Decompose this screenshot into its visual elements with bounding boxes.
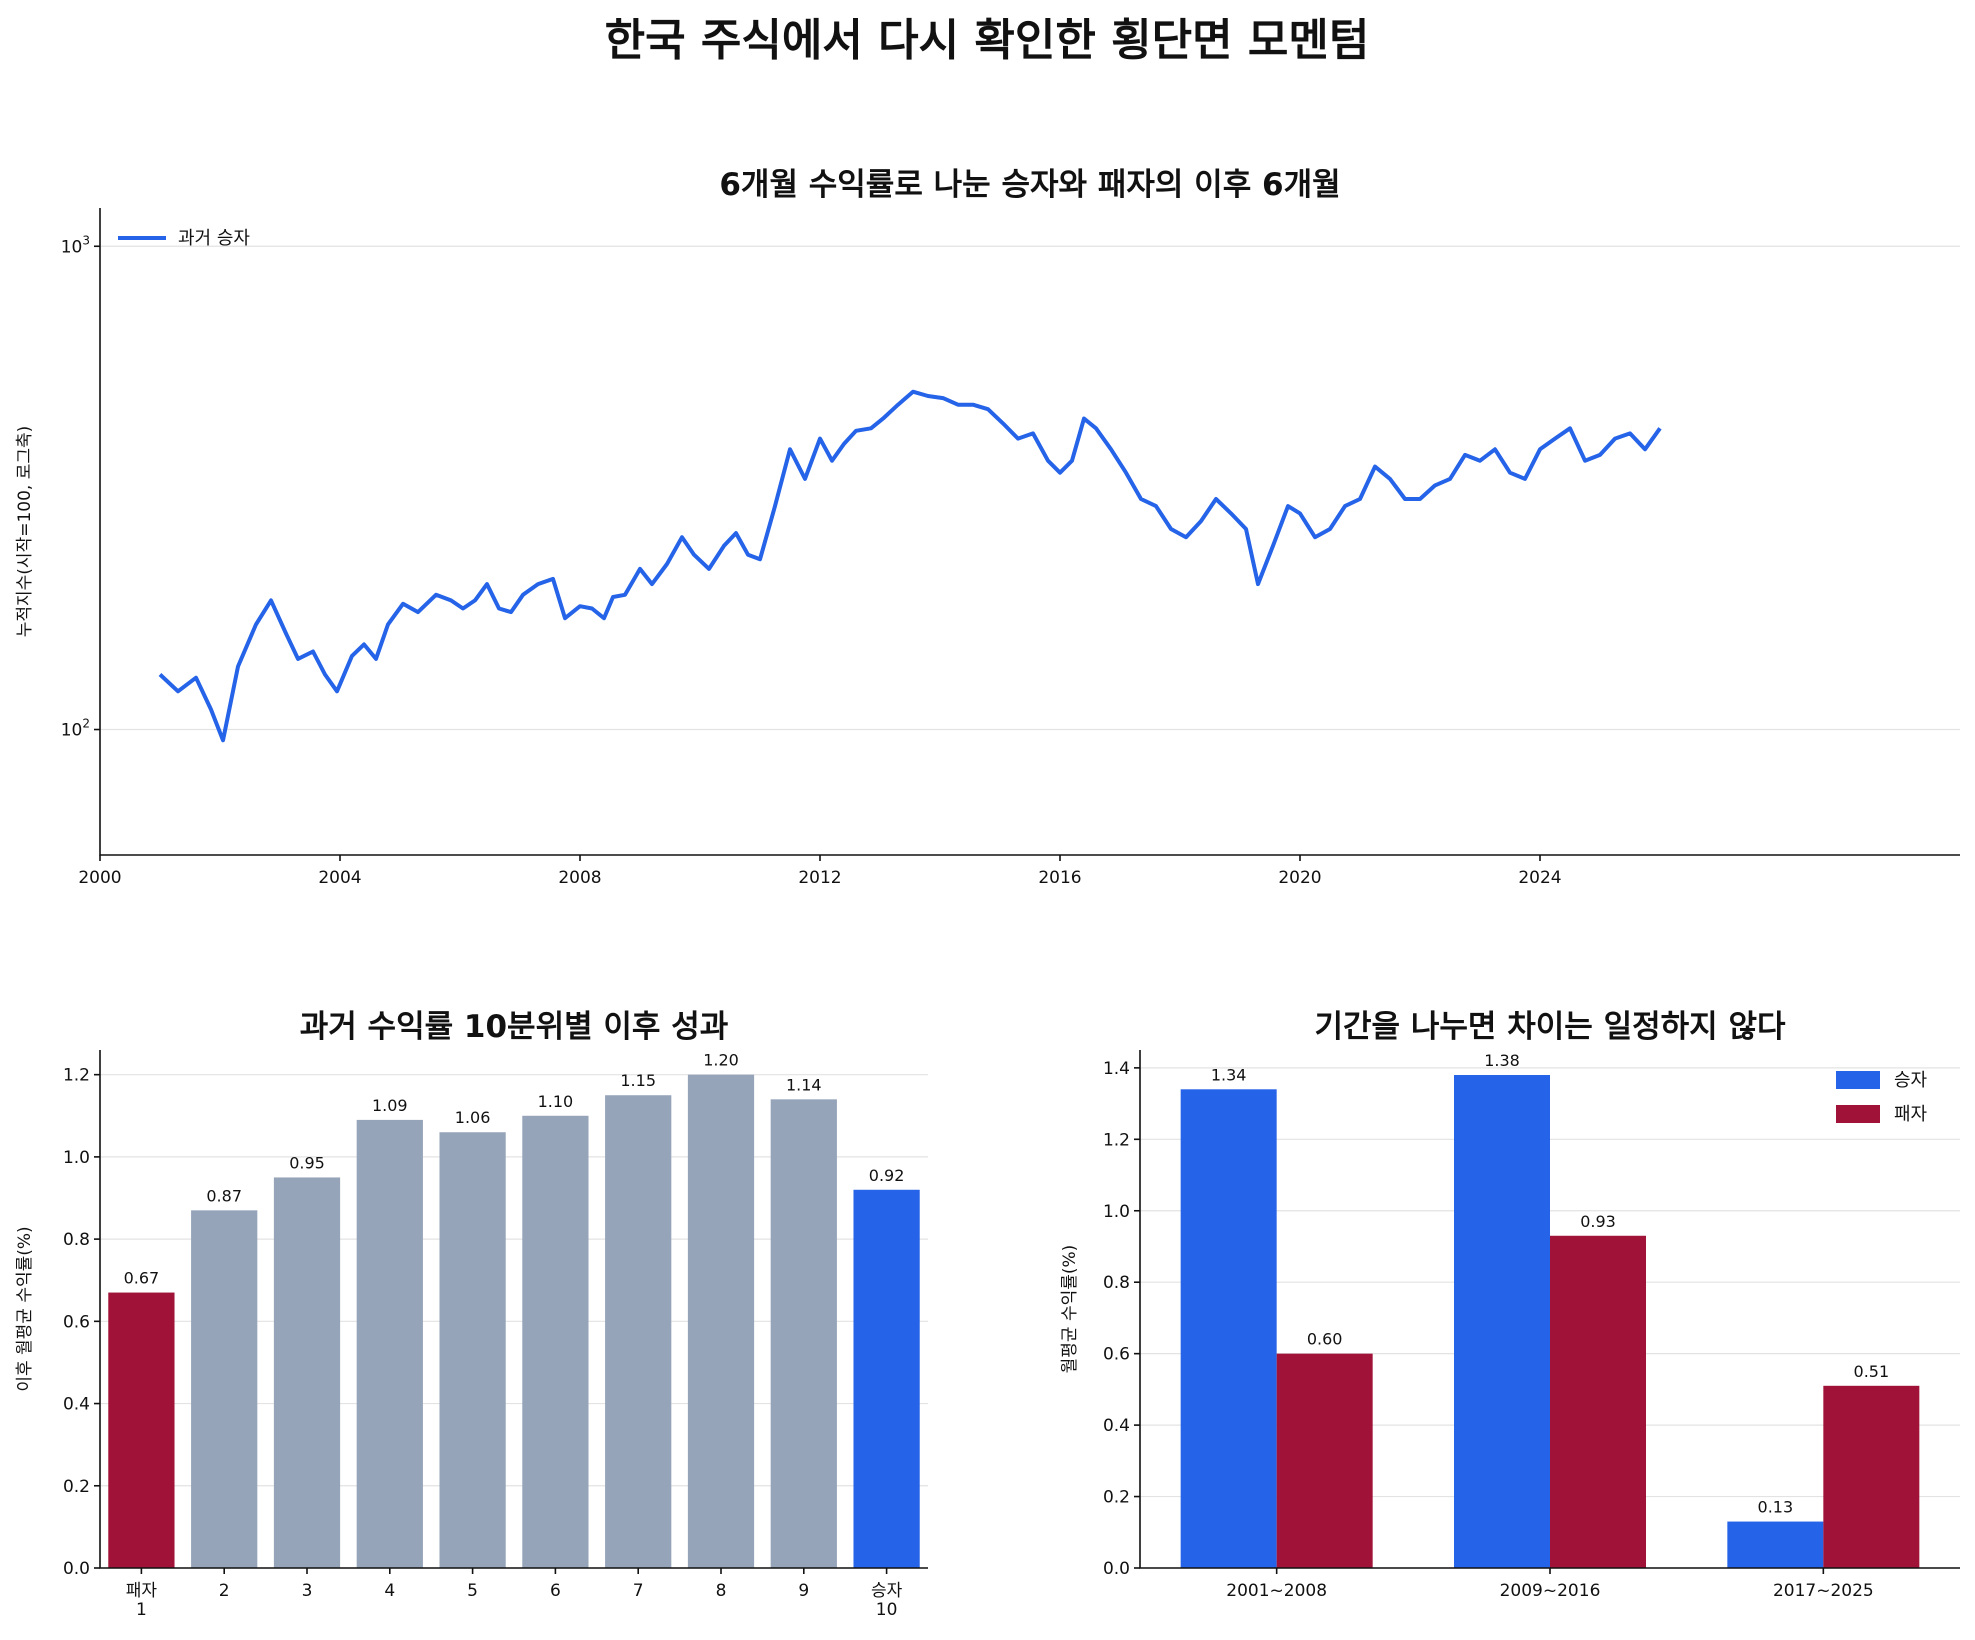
period-chart-y-tick-label: 1.2 [1103, 1130, 1130, 1150]
decile-chart-y-tick-label: 0.0 [63, 1559, 90, 1579]
decile-bar [687, 1074, 755, 1568]
period-chart-axes [1139, 1050, 1960, 1569]
decile-bar [605, 1095, 672, 1568]
period-grouped-bar-chart: 기간을 나누면 차이는 일정하지 않다 0.0 0.2 0.4 0.6 0.8 1.0 1.2… [1060, 1009, 1960, 1601]
decile-bar-chart: 과거 수익률 10분위별 이후 성과0.00.20.40.60.81.01.20… [15, 1009, 928, 1620]
decile-bar-value-label: 0.95 [289, 1153, 325, 1172]
cumulative-index-line-chart: 6개월 수익률로 나눈 승자와 패자의 이후 6개월 102 103 2000 2004… [15, 167, 1960, 888]
decile-chart-x-tick-label: 4 [384, 1581, 395, 1601]
decile-chart-title: 과거 수익률 10분위별 이후 성과 [300, 1009, 729, 1045]
line-chart-x-tick-label: 2000 [78, 868, 121, 888]
decile-bar [770, 1099, 837, 1568]
decile-bar [439, 1132, 506, 1568]
period-bar-winner [1454, 1075, 1550, 1568]
decile-bar-value-label: 1.06 [455, 1108, 491, 1127]
line-chart-x-tick-label: 2012 [798, 868, 841, 888]
period-legend-swatch-loser [1836, 1105, 1880, 1123]
decile-bar-value-label: 1.14 [786, 1075, 822, 1094]
decile-chart-x-tick-label: 3 [302, 1581, 313, 1601]
decile-chart-x-tick-label: 패자 [126, 1581, 158, 1601]
period-chart-y-tick-label: 1.4 [1103, 1059, 1130, 1079]
period-bar-value-label: 0.60 [1307, 1330, 1343, 1349]
period-chart-y-tick-label: 0.2 [1103, 1488, 1130, 1508]
decile-chart-x-tick-label: 7 [633, 1581, 644, 1601]
period-bar-winner [1727, 1521, 1824, 1568]
decile-chart-x-tick-label: 1 [136, 1600, 147, 1620]
decile-chart-x-tick-label: 9 [798, 1581, 809, 1601]
decile-chart-y-tick-label: 1.2 [63, 1066, 90, 1086]
decile-chart-axes [99, 1050, 928, 1569]
line-chart-x-tick-label: 2020 [1278, 868, 1321, 888]
decile-chart-y-tick-label: 0.2 [63, 1477, 90, 1497]
decile-bar-value-label: 1.09 [372, 1096, 408, 1115]
line-chart-x-tick-label: 2024 [1518, 868, 1561, 888]
period-chart-x-tick-label: 2001~2008 [1226, 1581, 1327, 1601]
legend-label-winner: 과거 승자 [178, 228, 250, 249]
line-chart-y-tick-label: 102 [61, 717, 90, 741]
line-chart-axes [99, 208, 1960, 856]
decile-bar [522, 1115, 589, 1568]
decile-bar [853, 1189, 920, 1568]
decile-chart-y-tick-label: 0.6 [63, 1312, 90, 1332]
line-chart-x-tick-label: 2016 [1038, 868, 1081, 888]
period-chart-y-tick-label: 1.0 [1103, 1202, 1130, 1222]
period-bar-loser [1550, 1235, 1646, 1568]
decile-bar [108, 1292, 175, 1568]
decile-chart-y-axis-label: 이후 월평균 수익률(%) [15, 1226, 35, 1391]
period-chart-title: 기간을 나누면 차이는 일정하지 않다 [1315, 1009, 1786, 1045]
decile-bar-value-label: 1.20 [703, 1051, 739, 1070]
decile-bar [356, 1119, 423, 1568]
line-chart-x-tick-label: 2008 [558, 868, 601, 888]
decile-chart-y-tick-label: 1.0 [63, 1148, 90, 1168]
decile-chart-x-tick-label: 10 [876, 1600, 898, 1620]
decile-bar-value-label: 1.10 [538, 1092, 574, 1111]
line-series-winner [158, 389, 1662, 743]
period-chart-x-tick-label: 2017~2025 [1773, 1581, 1874, 1601]
period-bar-value-label: 0.51 [1854, 1362, 1890, 1381]
period-bar-loser [1276, 1353, 1373, 1568]
line-chart-title: 6개월 수익률로 나눈 승자와 패자의 이후 6개월 [719, 167, 1340, 203]
decile-chart-y-tick-label: 0.4 [63, 1395, 90, 1415]
line-chart-x-tick-label: 2004 [318, 868, 361, 888]
decile-chart-x-tick-label: 5 [467, 1581, 478, 1601]
line-chart-y-axis-label: 누적지수(시작=100, 로그축) [15, 426, 35, 638]
period-chart-y-tick-label: 0.4 [1103, 1416, 1130, 1436]
decile-bar-value-label: 0.87 [206, 1186, 242, 1205]
line-chart-y-tick-label: 103 [61, 233, 90, 257]
decile-bar-value-label: 0.92 [869, 1166, 905, 1185]
decile-chart-x-tick-label: 6 [550, 1581, 561, 1601]
period-bar-loser [1823, 1385, 1920, 1568]
period-legend-label-loser: 패자 [1894, 1104, 1928, 1125]
decile-chart-x-tick-label: 8 [716, 1581, 727, 1601]
period-bar-winner [1180, 1089, 1277, 1568]
period-bar-value-label: 0.13 [1758, 1498, 1794, 1517]
decile-bar [191, 1210, 258, 1568]
period-legend-label-winner: 승자 [1894, 1070, 1928, 1091]
decile-chart-x-tick-label: 승자 [871, 1581, 903, 1601]
period-bar-value-label: 0.93 [1580, 1212, 1616, 1231]
figure-suptitle: 한국 주식에서 다시 확인한 횡단면 모멘텀 [605, 15, 1370, 66]
decile-bar-value-label: 1.15 [620, 1071, 656, 1090]
period-bar-value-label: 1.38 [1484, 1051, 1520, 1070]
period-chart-y-tick-label: 0.0 [1103, 1559, 1130, 1579]
period-legend-swatch-winner [1836, 1071, 1880, 1089]
decile-chart-x-tick-label: 2 [219, 1581, 230, 1601]
decile-bar [273, 1177, 341, 1568]
period-chart-y-tick-label: 0.8 [1103, 1273, 1130, 1293]
period-bar-value-label: 1.34 [1211, 1065, 1247, 1084]
period-chart-x-tick-label: 2009~2016 [1500, 1581, 1601, 1601]
decile-bar-value-label: 0.67 [124, 1269, 160, 1288]
period-chart-y-axis-label: 월평균 수익률(%) [1060, 1245, 1080, 1374]
decile-chart-y-tick-label: 0.8 [63, 1230, 90, 1250]
period-chart-y-tick-label: 0.6 [1103, 1345, 1130, 1365]
